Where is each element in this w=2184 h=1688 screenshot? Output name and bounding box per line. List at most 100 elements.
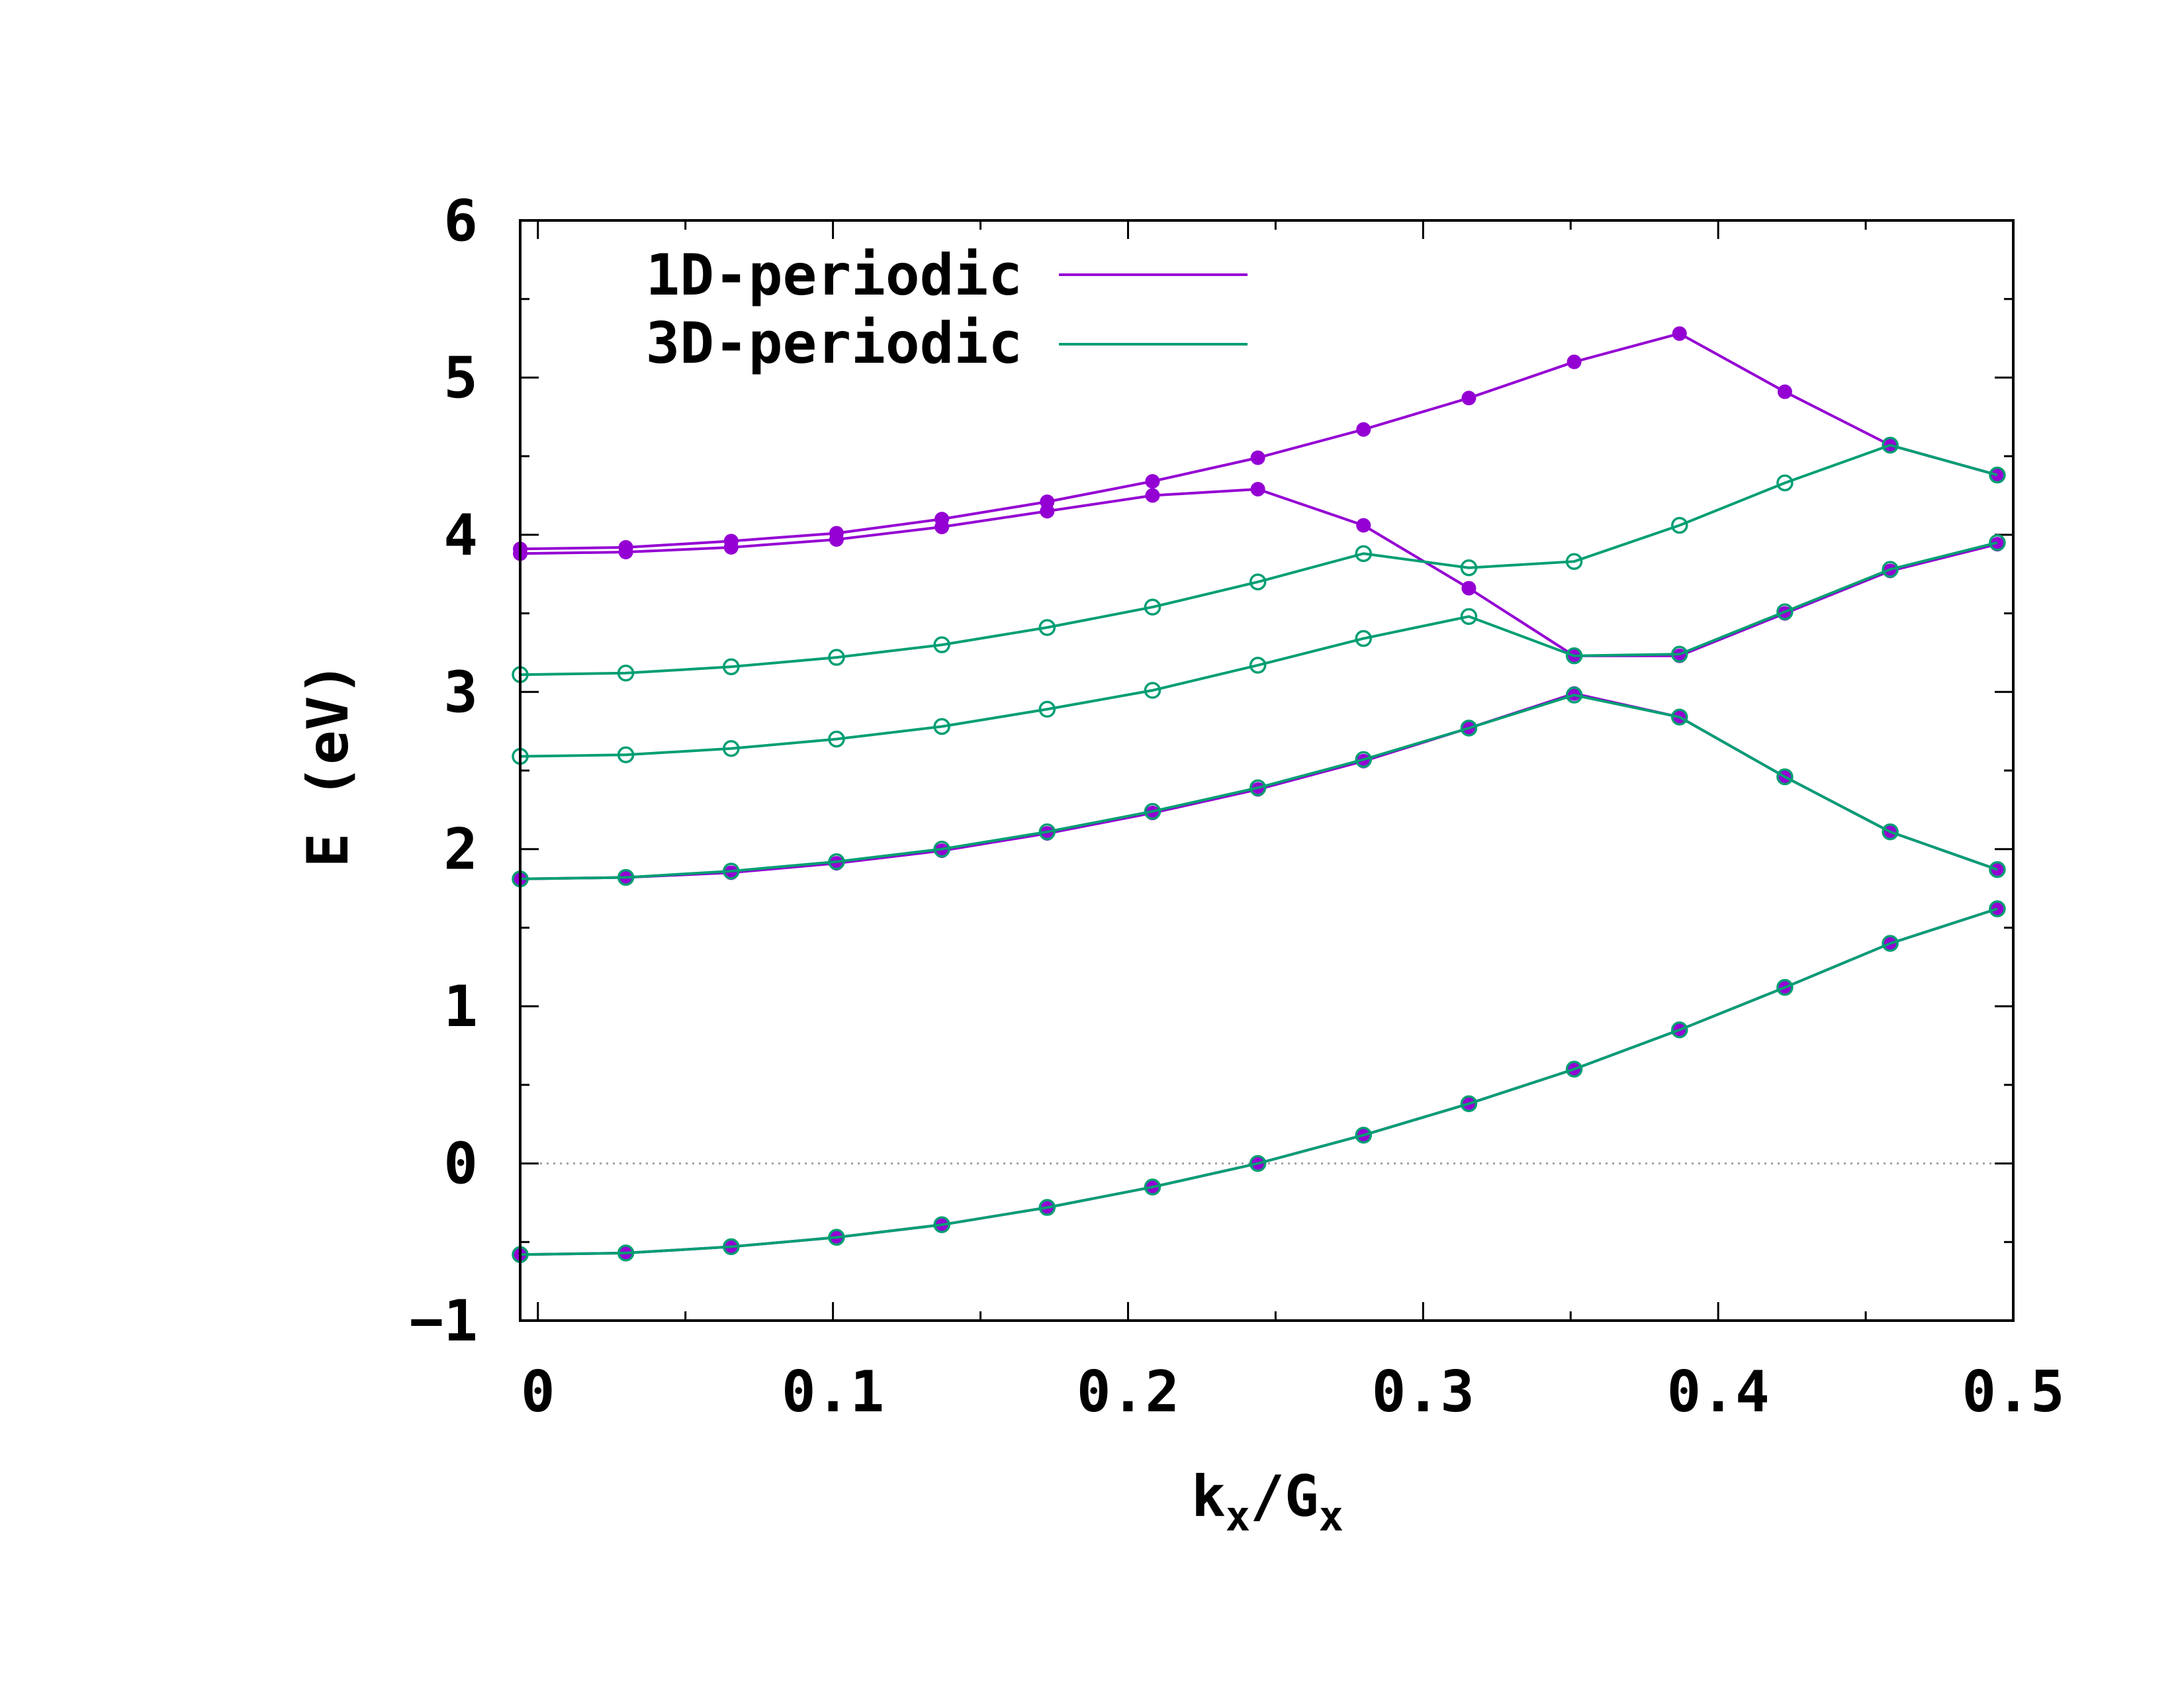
point-3d-band-1 [1355,545,1372,563]
point-3d-band-4 [1038,1199,1056,1216]
point-3d-band-3 [617,868,635,886]
point-3d-band-3 [1460,720,1478,737]
point-3d-band-4 [1565,1060,1583,1078]
legend: 1D-periodic 3D-periodic [645,242,1248,377]
y-tick-label: 2 [443,817,478,883]
point-1d-band-3 [1989,862,2005,877]
point-3d-band-1 [1776,474,1794,492]
point-3d-band-4 [1989,900,2006,917]
point-1d-band-1 [1672,326,1687,341]
point-1d-band-1 [1989,467,2005,483]
point-3d-band-3 [1882,823,1899,841]
point-3d-band-2 [1565,647,1583,665]
point-3d-band-4 [1670,1021,1688,1039]
point-1d-band-1 [1567,354,1582,369]
x-tick-label: 0.3 [1372,1359,1475,1425]
x-label-sub-kx: x [1226,1492,1250,1540]
point-3d-band-1 [1565,553,1583,570]
y-axis-label: E (eV) [295,662,361,868]
point-1d-band-1 [1250,450,1265,465]
point-3d-band-4 [1144,1178,1161,1196]
point-3d-band-1 [1038,619,1056,636]
point-3d-band-3 [1670,708,1688,726]
x-tick-labels: 0 0.1 0.2 0.3 0.4 0.5 [521,1359,2065,1425]
series-line-3d-band-4 [520,907,1998,1256]
point-3d-band-3 [1144,802,1161,820]
point-3d-band-3 [933,840,950,858]
plot-frame [519,219,2015,1322]
x-tick-label: 0 [521,1359,555,1425]
point-3d-band-3 [1038,823,1056,841]
y-tick-label: 6 [443,188,478,254]
series-line-3d-band-2 [520,541,1998,758]
point-3d-band-1 [828,649,845,666]
point-1d-band-2 [618,544,633,559]
point-3d-band-2 [1460,608,1478,626]
point-1d-band-2 [829,532,844,547]
point-3d-band-4 [617,1244,635,1262]
point-3d-band-1 [617,665,635,682]
point-1d-band-2 [1356,518,1371,533]
point-1d-band-1 [1461,391,1477,406]
point-3d-band-1 [1144,598,1161,616]
point-3d-band-3 [828,853,845,870]
point-3d-band-2 [1670,645,1688,663]
point-3d-band-2 [933,718,950,735]
point-3d-band-4 [1882,935,1899,952]
point-1d-band-1 [1145,474,1160,489]
series-line-3d-band-3 [520,693,1998,880]
point-3d-band-1 [1670,516,1688,534]
point-3d-band-2 [1989,534,2006,551]
y-tick-label: 1 [443,974,478,1040]
x-tick-label: 0.2 [1077,1359,1179,1425]
point-1d-band-2 [723,539,739,555]
point-1d-band-2 [934,519,950,534]
point-3d-band-2 [1249,657,1267,674]
x-axis-label: kx/Gx [1191,1464,1343,1540]
y-tick-labels: −1 0 1 2 3 4 5 6 [409,188,478,1354]
point-3d-band-3 [1989,861,2006,878]
point-3d-band-4 [933,1216,950,1233]
series-layer [512,326,2006,1264]
x-tick-label: 0.5 [1962,1359,2064,1425]
point-1d-band-2 [1145,488,1160,503]
point-3d-band-4 [1249,1154,1267,1172]
point-1d-band-2 [1250,482,1265,497]
point-3d-band-2 [1882,561,1899,578]
point-3d-band-1 [933,636,950,653]
point-3d-band-4 [723,1238,740,1256]
point-3d-band-1 [723,658,740,676]
point-3d-band-2 [1776,603,1794,620]
x-label-k: k [1191,1464,1226,1530]
point-3d-band-2 [1355,630,1372,647]
point-3d-band-4 [1355,1127,1372,1144]
y-tick-label: 4 [443,502,478,569]
point-3d-band-1 [1882,436,1899,454]
legend-label-1d: 1D-periodic [645,242,1023,308]
point-3d-band-3 [1249,779,1267,796]
x-tick-label: 0.1 [782,1359,884,1425]
point-1d-band-1 [1356,422,1371,437]
point-3d-band-2 [1144,682,1161,699]
y-tick-label: −1 [409,1288,478,1354]
point-3d-band-3 [1776,768,1794,786]
point-3d-band-4 [1460,1095,1478,1113]
point-3d-band-4 [1776,978,1794,996]
x-label-slash-g: /G [1250,1464,1319,1530]
point-3d-band-3 [1565,686,1583,704]
point-3d-band-2 [1038,700,1056,718]
x-tick-label: 0.4 [1666,1359,1769,1425]
point-3d-band-1 [1989,466,2006,484]
point-1d-band-2 [1461,581,1477,596]
point-3d-band-2 [723,740,740,757]
y-tick-label: 0 [443,1131,478,1197]
legend-label-3d: 3D-periodic [645,310,1023,377]
point-3d-band-1 [1249,573,1267,590]
point-1d-band-1 [1777,384,1792,399]
point-3d-band-1 [1460,559,1478,577]
point-3d-band-4 [828,1229,845,1246]
series-line-3d-band-1 [520,444,1998,677]
point-3d-band-3 [1355,751,1372,769]
